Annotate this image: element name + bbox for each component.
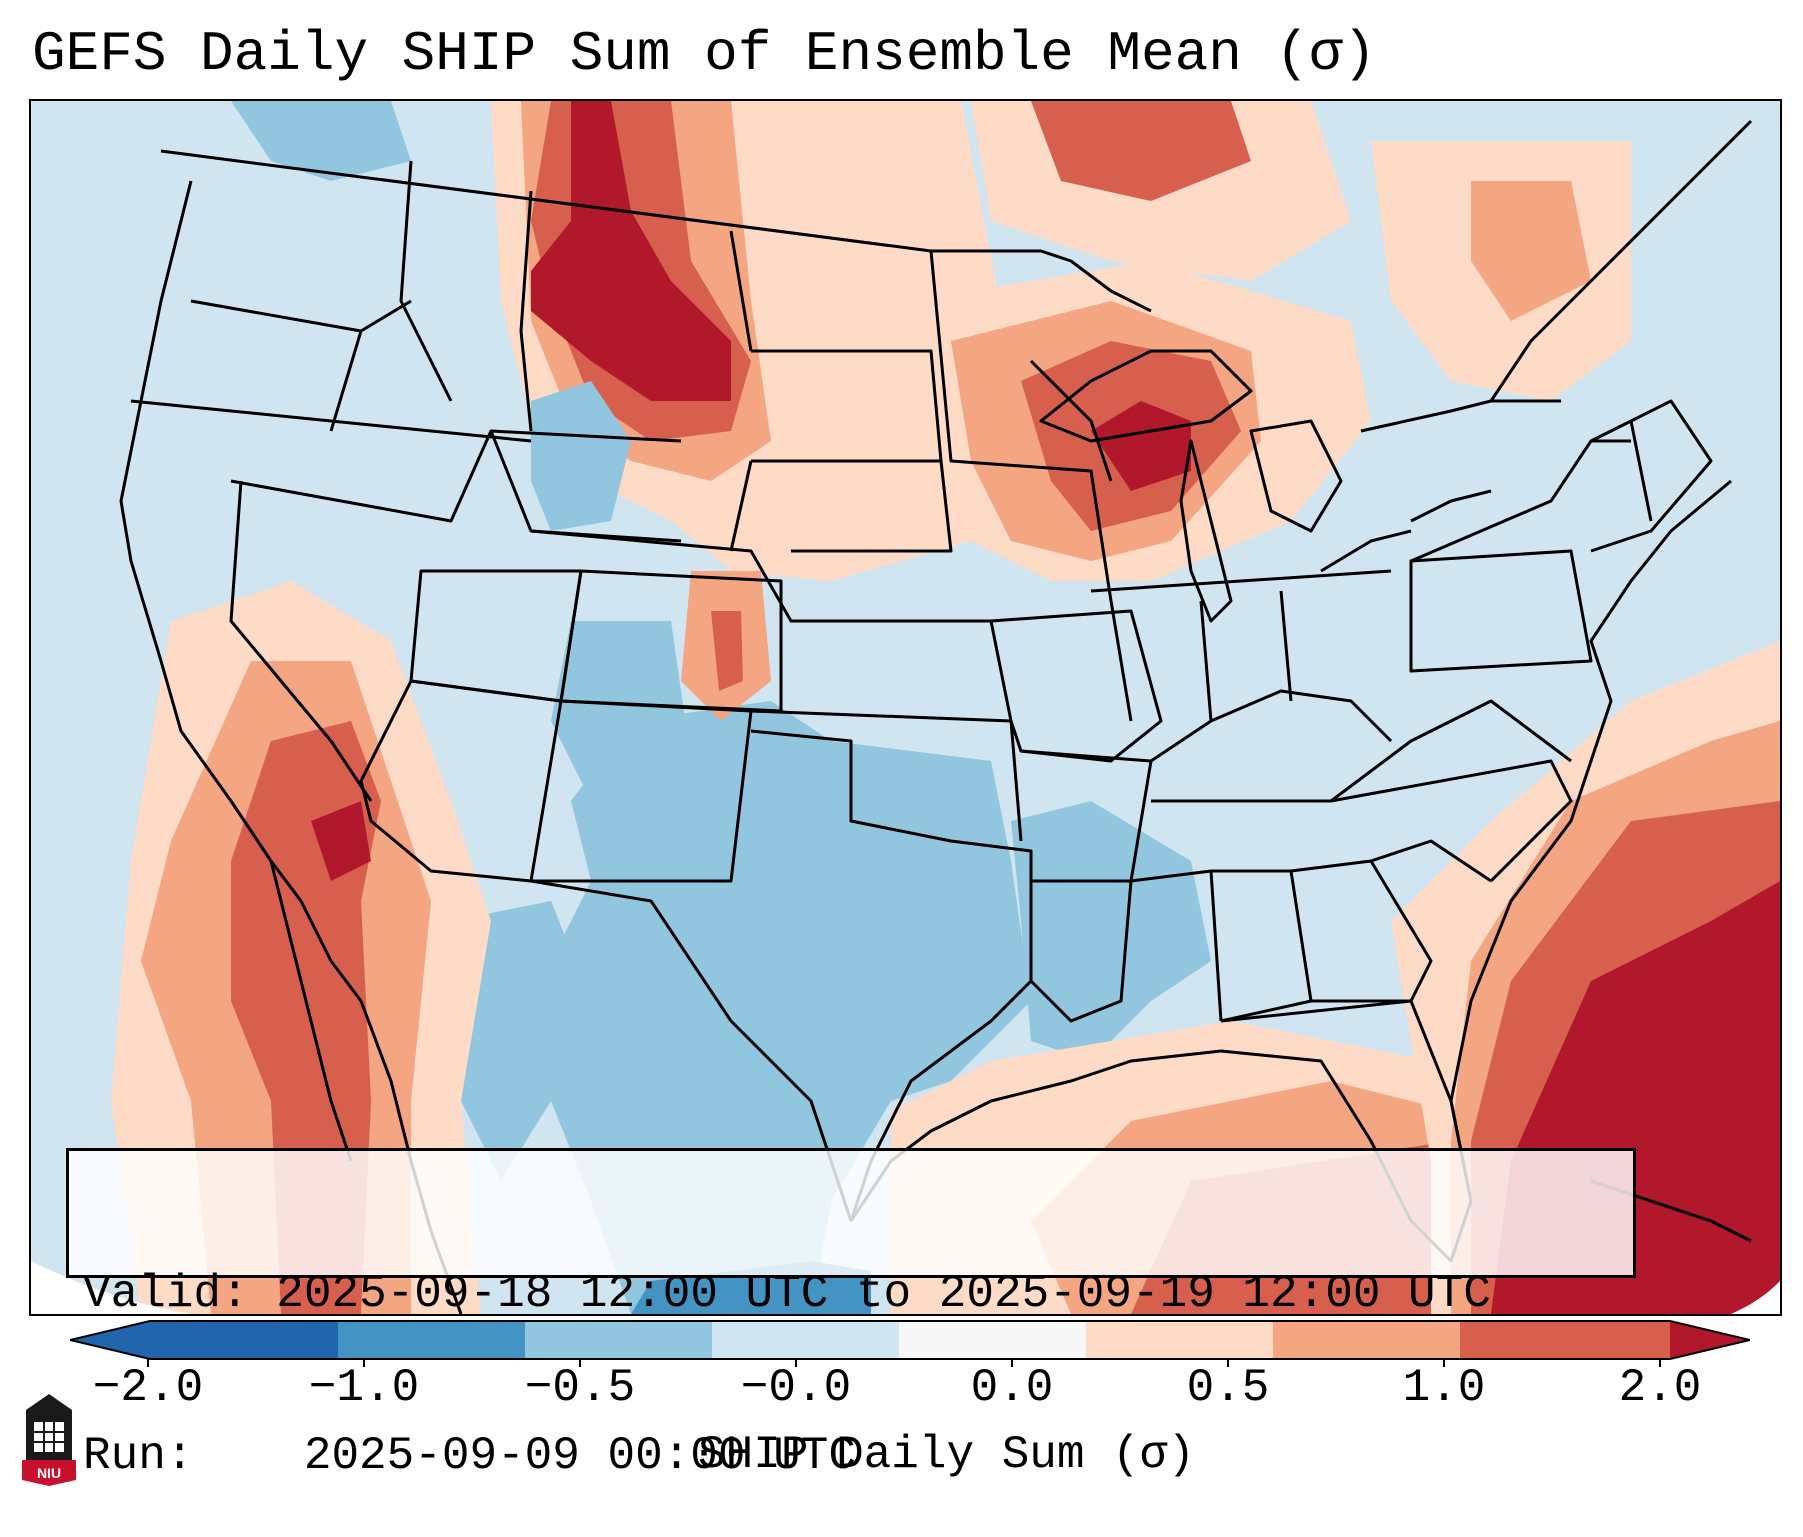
state-line-carolinas [1330,759,1573,883]
region-sw-dark [311,801,371,881]
canada-coast [1489,119,1753,402]
map-canvas [31,101,1780,1314]
west-coast [119,180,363,1002]
boundaries [119,119,1753,1314]
state-line-ms-al [1130,869,1313,1023]
map-edge-right [1731,1281,1780,1314]
colorbar-segment [1086,1321,1274,1359]
colorbar-tick-mark [795,1359,797,1367]
colorbar-tick-label: −0.5 [524,1362,636,1414]
colorbar-label: SHIP Daily Sum (σ) [698,1429,1195,1481]
colorbar-tick-label: 1.0 [1402,1362,1486,1414]
region-colorado-plateau [551,621,691,801]
colorbar-tick-mark [579,1359,581,1367]
colorbar-tick-mark [363,1359,365,1367]
lake-michigan [1179,439,1233,623]
logo-text: NIU [37,1465,61,1481]
colorbar-tick-label: −1.0 [308,1362,420,1414]
colorbar-tick-mark [1659,1359,1661,1367]
colorbar-segment [1460,1321,1671,1359]
state-line-new-england [1590,399,1713,553]
colorbar-tick-label: 0.0 [970,1362,1054,1414]
valid-row: Valid: 2025-09-18 12:00 UTC to 2025-09-1… [83,1267,1619,1321]
colorbar-tick-label: −2.0 [92,1362,204,1414]
logo-roof [26,1394,72,1410]
region-bc-blue [231,101,411,181]
lake-erie-ontario [1320,489,1492,573]
state-line-dakotas [729,349,953,553]
region-front-range-dark [711,611,743,691]
colorbar-tick-mark [1227,1359,1229,1367]
state-line-ga [1290,859,1433,1003]
region-nevada-blue [451,901,591,1181]
logo-banner [22,1460,76,1486]
region-mississippi [1011,801,1211,1061]
chart-title: GEFS Daily SHIP Sum of Ensemble Mean (σ) [32,22,1377,86]
state-line-nev-utah [230,429,682,523]
state-line-ut [409,569,583,703]
lake-huron [1249,419,1343,533]
state-line-nv-ca [229,480,373,802]
colorbar-segment [712,1321,900,1359]
state-line-mo [990,609,1163,763]
state-line-la [1029,879,1133,1023]
state-line-nm [531,699,753,883]
colorbar-tick-mark [1011,1359,1013,1367]
logo-window-grid [34,1422,64,1452]
colorbar-tick-label: 0.5 [1186,1362,1270,1414]
state-line-tx [530,729,1033,1222]
run-row: Run: 2025-09-09 00:00 UTC [83,1429,1619,1483]
colorbar [70,1320,1750,1360]
colorbar-extend-low [70,1321,150,1359]
state-line-wa-or [190,299,412,432]
valid-value: 2025-09-18 12:00 UTC to 2025-09-19 12:00… [276,1268,1491,1320]
region-montana-dark [531,101,731,401]
state-line-pa-ny [1409,439,1631,673]
colorbar-tick-label: −0.0 [740,1362,852,1414]
run-label: Run: [83,1430,194,1482]
valid-label: Valid: [83,1268,249,1320]
colorbar-segment [899,1321,1087,1359]
state-line-va [1330,699,1572,803]
colorbar-outline [70,1320,1750,1360]
region-ontario-red [1031,101,1251,201]
colorbar-tick-label: 2.0 [1618,1362,1702,1414]
colorbar-segment [525,1321,713,1359]
university-logo-icon: NIU [22,1394,76,1486]
validity-info-box: Valid: 2025-09-18 12:00 UTC to 2025-09-1… [66,1148,1636,1482]
state-line-mt-id [399,160,753,432]
state-line-ore-cal [130,399,532,443]
us-canada-border [160,149,1561,433]
colorbar-segment [150,1321,339,1359]
map-edge-left [31,1261,191,1314]
shading-layer [31,101,1780,1314]
state-line-il-in-oh [1090,569,1392,722]
region-quebec-red [1471,181,1591,321]
map-panel[interactable] [29,99,1782,1316]
colorbar-segment [1273,1321,1461,1359]
region-idaho-blue [531,381,631,531]
colorbar-segment [338,1321,526,1359]
state-line-ks [791,619,1013,722]
baja-peninsula [269,860,353,1162]
colorbar-extend-high [1670,1321,1750,1359]
colorbar-tick-mark [1443,1359,1445,1367]
run-value: 2025-09-09 00:00 UTC [303,1430,856,1482]
colorbar-tick-mark [147,1359,149,1367]
state-line-tn-ky [1150,689,1393,803]
east-coast [1449,479,1732,1262]
logo-window [34,1422,64,1452]
region-lakes-dark [1091,401,1191,491]
state-line-mn-wi [929,250,1113,602]
lake-superior [1039,349,1253,443]
